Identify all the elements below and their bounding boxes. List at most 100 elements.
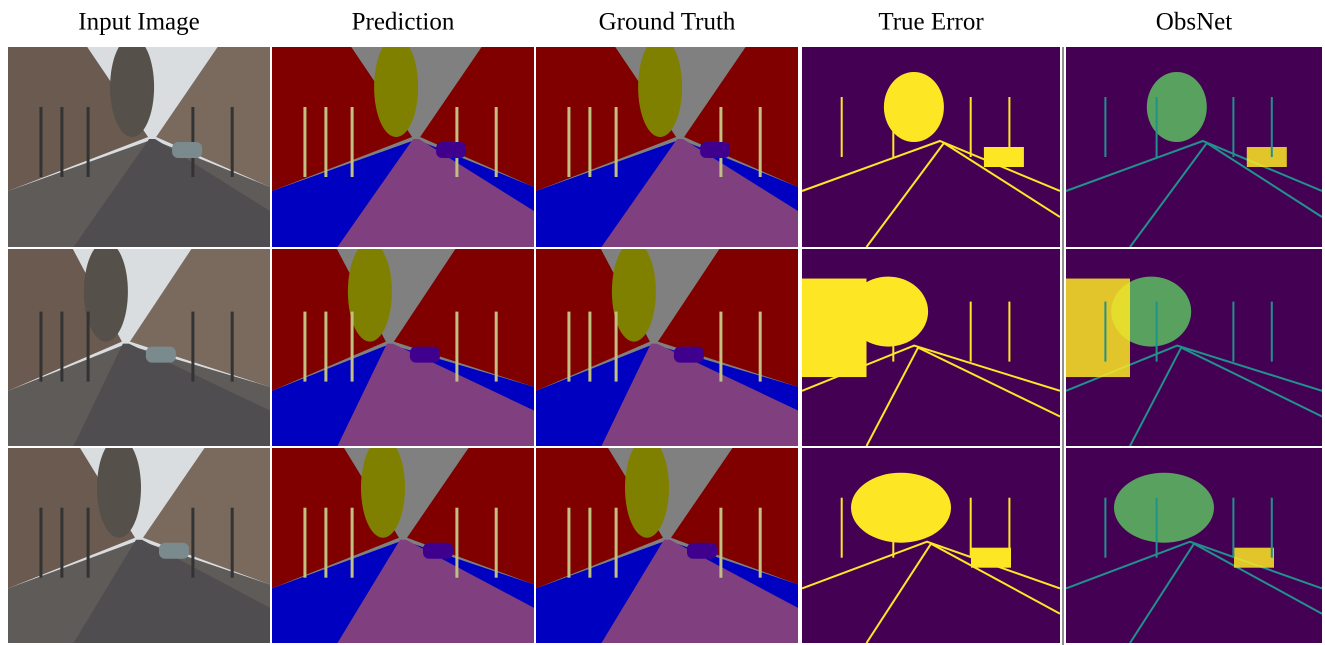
pole bbox=[1008, 97, 1010, 157]
pole bbox=[1104, 302, 1106, 362]
tree bbox=[97, 438, 141, 538]
car bbox=[172, 142, 202, 158]
tree bbox=[84, 242, 128, 342]
pole bbox=[60, 312, 63, 382]
tree bbox=[110, 37, 154, 137]
car bbox=[423, 543, 453, 559]
pole bbox=[892, 97, 894, 157]
car bbox=[146, 347, 176, 363]
pole bbox=[892, 302, 894, 362]
image-cell bbox=[8, 242, 270, 446]
pole bbox=[567, 312, 570, 382]
pole bbox=[303, 107, 306, 177]
pole bbox=[588, 107, 591, 177]
pole bbox=[87, 107, 90, 177]
tree bbox=[638, 37, 682, 137]
column-header: True Error bbox=[878, 9, 984, 36]
pole bbox=[1008, 498, 1010, 558]
pole bbox=[231, 312, 234, 382]
image-cell bbox=[802, 47, 1060, 247]
pole bbox=[351, 508, 354, 578]
pole bbox=[39, 312, 42, 382]
tree bbox=[374, 37, 418, 137]
pole bbox=[39, 107, 42, 177]
pole bbox=[1232, 97, 1234, 157]
column-header: ObsNet bbox=[1156, 9, 1232, 36]
blob bbox=[1247, 147, 1287, 167]
pole bbox=[719, 508, 722, 578]
tree bbox=[625, 438, 669, 538]
pole bbox=[351, 107, 354, 177]
pole bbox=[495, 107, 498, 177]
pole bbox=[324, 508, 327, 578]
pole bbox=[970, 302, 972, 362]
image-cell bbox=[536, 438, 798, 643]
pole bbox=[588, 508, 591, 578]
pole bbox=[231, 107, 234, 177]
pole bbox=[303, 508, 306, 578]
blob bbox=[1066, 279, 1130, 378]
column-header: Prediction bbox=[352, 9, 455, 36]
image-cell bbox=[8, 37, 270, 247]
pole bbox=[759, 107, 762, 177]
tree bbox=[348, 242, 392, 342]
blob bbox=[971, 548, 1011, 568]
pole bbox=[303, 312, 306, 382]
image-cell bbox=[1066, 448, 1322, 643]
car bbox=[410, 347, 440, 363]
pole bbox=[759, 508, 762, 578]
pole bbox=[615, 508, 618, 578]
car bbox=[700, 142, 730, 158]
blob bbox=[984, 147, 1024, 167]
pole bbox=[324, 312, 327, 382]
pole bbox=[231, 508, 234, 578]
pole bbox=[841, 302, 843, 362]
car bbox=[674, 347, 704, 363]
pole bbox=[1104, 97, 1106, 157]
pole bbox=[841, 498, 843, 558]
pole bbox=[567, 508, 570, 578]
image-cell bbox=[536, 37, 798, 247]
pole bbox=[495, 312, 498, 382]
pole bbox=[191, 312, 194, 382]
figure: Input ImagePredictionGround TruthTrue Er… bbox=[0, 0, 1325, 645]
image-cell bbox=[272, 438, 534, 643]
pole bbox=[970, 97, 972, 157]
pole bbox=[191, 508, 194, 578]
tree bbox=[612, 242, 656, 342]
car bbox=[159, 543, 189, 559]
pole bbox=[841, 97, 843, 157]
pole bbox=[351, 312, 354, 382]
pole bbox=[970, 498, 972, 558]
pole bbox=[87, 508, 90, 578]
image-cell bbox=[1066, 249, 1322, 446]
pole bbox=[615, 107, 618, 177]
pole bbox=[60, 508, 63, 578]
pole bbox=[615, 312, 618, 382]
pole bbox=[60, 107, 63, 177]
pole bbox=[1104, 498, 1106, 558]
blob bbox=[802, 279, 867, 378]
tree bbox=[361, 438, 405, 538]
pole bbox=[1271, 498, 1273, 558]
image-cell bbox=[802, 249, 1060, 446]
image-cell bbox=[1066, 47, 1322, 247]
pole bbox=[1156, 498, 1158, 558]
pole bbox=[567, 107, 570, 177]
car bbox=[436, 142, 466, 158]
pole bbox=[495, 508, 498, 578]
pole bbox=[1156, 302, 1158, 362]
pole bbox=[87, 312, 90, 382]
image-cell bbox=[802, 448, 1060, 643]
image-cell bbox=[272, 37, 534, 247]
column-header: Input Image bbox=[78, 9, 199, 36]
pole bbox=[892, 498, 894, 558]
blob bbox=[1114, 473, 1214, 543]
pole bbox=[39, 508, 42, 578]
blob bbox=[1234, 548, 1274, 568]
car bbox=[687, 543, 717, 559]
image-cell bbox=[8, 438, 270, 643]
pole bbox=[455, 312, 458, 382]
pole bbox=[324, 107, 327, 177]
pole bbox=[1008, 302, 1010, 362]
